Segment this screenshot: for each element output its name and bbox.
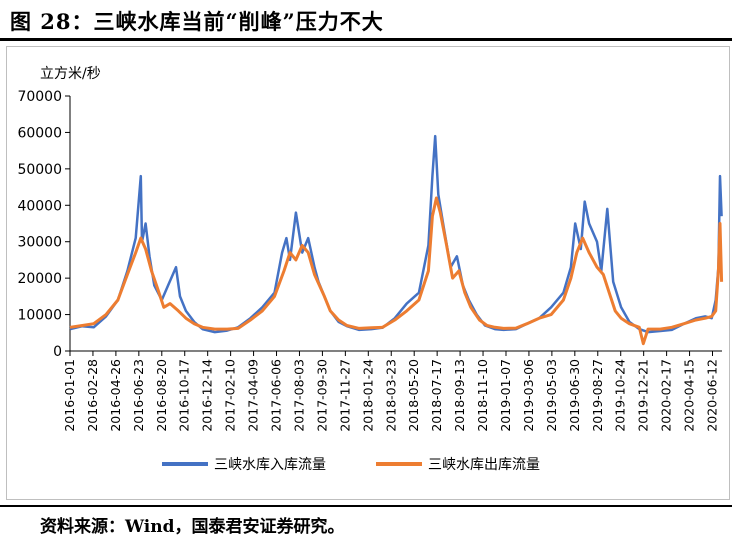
x-tick-label: 2017-09-30 — [314, 359, 329, 432]
y-tick-label: 30000 — [17, 235, 62, 251]
legend-label-outflow: 三峡水库出库流量 — [428, 457, 540, 473]
x-tick-label: 2019-12-21 — [636, 359, 651, 432]
x-tick-label: 2018-01-24 — [360, 359, 375, 432]
x-tick-label: 2019-08-27 — [590, 359, 605, 432]
x-tick-label: 2016-10-17 — [177, 359, 192, 432]
x-tick-label: 2017-02-10 — [223, 359, 238, 432]
legend: 三峡水库入库流量 三峡水库出库流量 — [162, 457, 540, 473]
footer-rule — [0, 505, 732, 507]
series-line-outflow — [69, 196, 724, 346]
y-tick-label: 60000 — [17, 125, 62, 141]
legend-label-inflow: 三峡水库入库流量 — [214, 457, 326, 473]
y-tick-label: 10000 — [17, 308, 62, 324]
x-tick-label: 2018-09-13 — [452, 359, 467, 432]
y-tick-label: 50000 — [17, 162, 62, 178]
y-tick-label: 0 — [53, 344, 62, 360]
y-axis-unit-label: 立方米/秒 — [40, 66, 101, 82]
y-tick-label: 40000 — [17, 198, 62, 214]
x-tick-label: 2016-06-23 — [131, 359, 146, 432]
x-tick-label: 2018-03-23 — [383, 359, 398, 432]
series-line-inflow — [69, 134, 723, 334]
x-tick-label: 2016-04-26 — [108, 359, 123, 432]
x-tick-label: 2017-11-27 — [337, 359, 352, 432]
x-tick-label: 2020-06-12 — [705, 359, 720, 432]
x-tick-label: 2019-03-06 — [521, 359, 536, 432]
x-tick-label: 2020-02-17 — [659, 359, 674, 432]
page-title: 图 28：三峡水库当前“削峰”压力不大 — [10, 9, 384, 34]
x-tick-label: 2016-01-01 — [62, 359, 77, 432]
series-lines — [69, 134, 724, 346]
title-rule — [0, 38, 732, 41]
x-tick-label: 2016-12-14 — [200, 359, 215, 432]
x-tick-label: 2017-06-06 — [269, 359, 284, 432]
x-tick-label: 2019-05-03 — [544, 359, 559, 432]
y-tick-label: 20000 — [17, 271, 62, 287]
x-tick-label: 2018-05-20 — [406, 359, 421, 432]
y-tick-label: 70000 — [17, 89, 62, 105]
x-tick-label: 2017-04-09 — [246, 359, 261, 432]
source-note: 资料来源：Wind，国泰君安证券研究。 — [40, 517, 345, 537]
x-tick-label: 2019-10-24 — [613, 359, 628, 432]
x-tick-label: 2019-01-07 — [498, 359, 513, 432]
x-tick-label: 2018-11-10 — [475, 359, 490, 432]
x-tick-label: 2020-04-15 — [682, 359, 697, 432]
x-tick-label: 2016-08-20 — [154, 359, 169, 432]
x-axis: 2016-01-01 2016-02-28 2016-04-26 2016-06-23… — [62, 350, 722, 432]
y-axis: 0 10000 20000 30000 40000 50000 60000 70000 — [17, 89, 71, 360]
x-tick-label: 2019-06-30 — [567, 359, 582, 432]
x-tick-label: 2018-07-17 — [429, 359, 444, 432]
x-tick-label: 2016-02-28 — [85, 359, 100, 432]
x-tick-label: 2017-08-03 — [291, 359, 306, 432]
